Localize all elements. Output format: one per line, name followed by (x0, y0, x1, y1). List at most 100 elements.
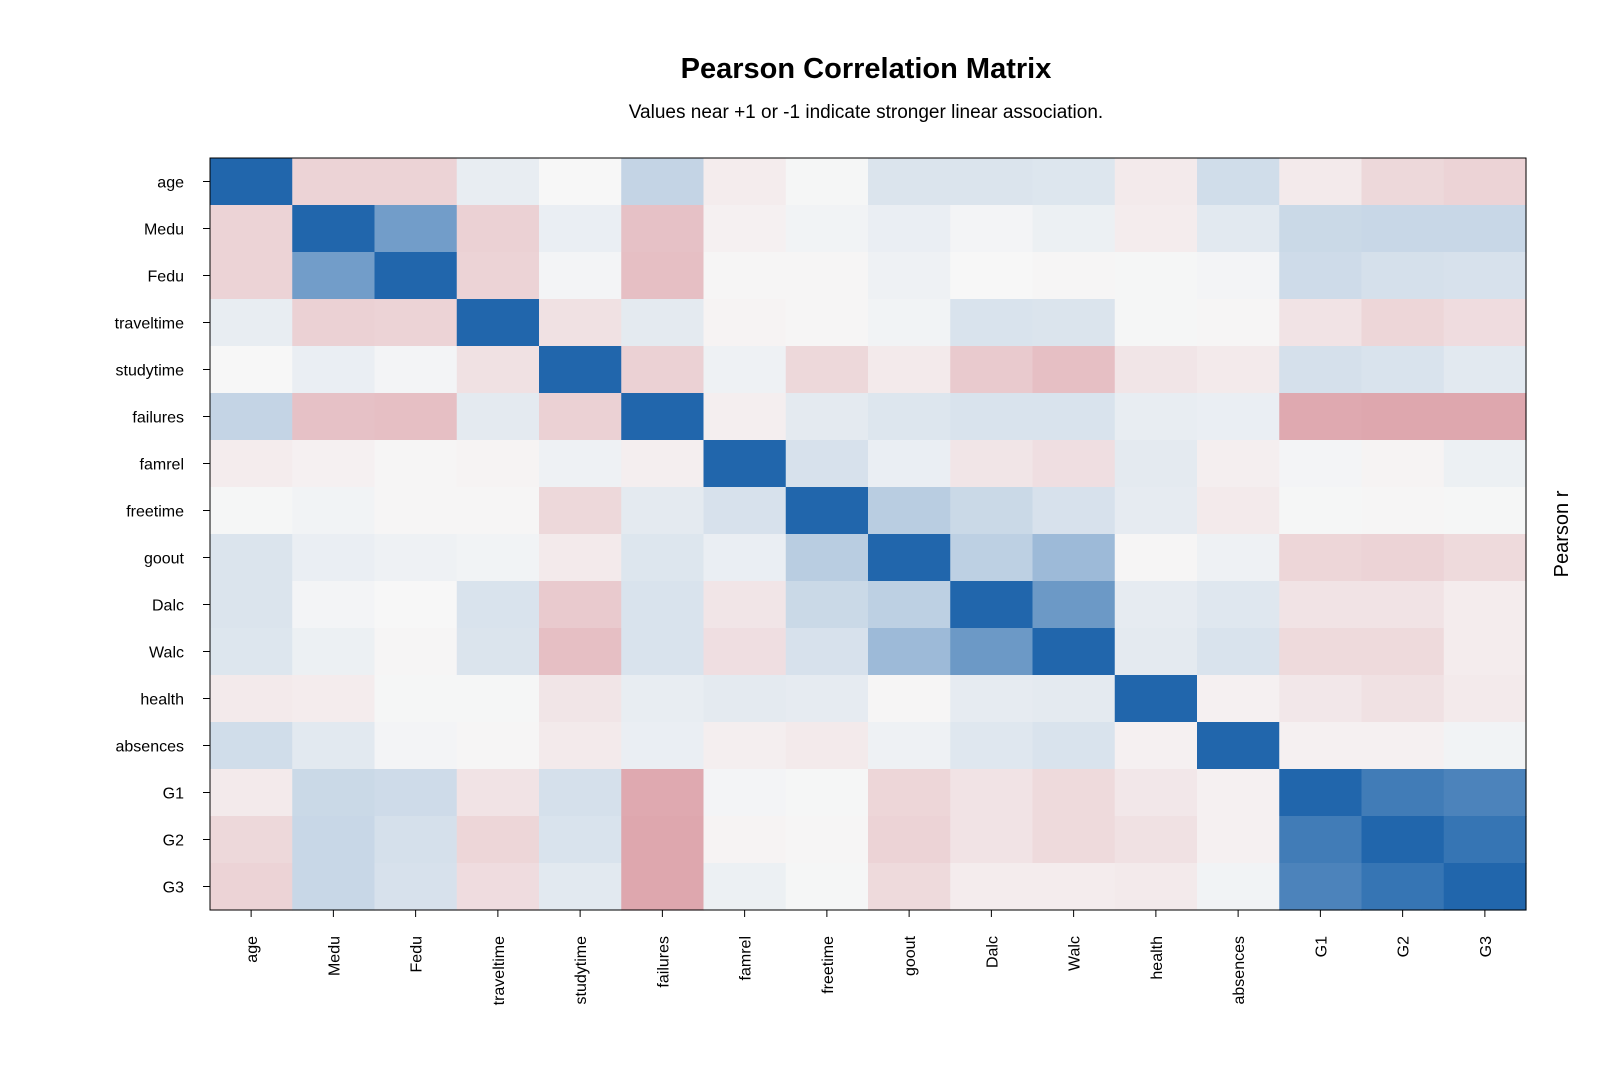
heatmap-cell (868, 393, 951, 441)
heatmap-cell (703, 534, 787, 582)
heatmap-cell (785, 346, 869, 394)
heatmap-cell (1361, 252, 1445, 300)
heatmap-cell (950, 769, 1034, 817)
heatmap-cell (1114, 205, 1198, 253)
heatmap-cell (1032, 534, 1116, 582)
heatmap-cell (1032, 722, 1116, 770)
heatmap-cell (785, 675, 869, 723)
heatmap-cell (1279, 581, 1363, 629)
heatmap-cell (703, 628, 787, 676)
heatmap-cell (785, 581, 869, 629)
heatmap-cell (1279, 393, 1363, 441)
y-tick-label: age (157, 175, 184, 192)
heatmap-cell (785, 534, 869, 582)
x-tick-label: famrel (738, 936, 755, 980)
heatmap-cell (1197, 628, 1280, 676)
x-tick-label: traveltime (491, 936, 508, 1005)
y-axis: age Medu Fedu traveltime studytime failures fa… (115, 175, 210, 897)
heatmap-cell (1279, 487, 1363, 535)
x-tick-label: goout (902, 935, 919, 976)
heatmap-cell (292, 722, 376, 770)
heatmap-cell (1114, 863, 1198, 911)
x-tick-label: Fedu (409, 936, 426, 972)
heatmap-cell (703, 252, 787, 300)
heatmap-cell (703, 816, 787, 864)
y-tick-label: absences (116, 739, 185, 756)
y-tick-label: Medu (144, 222, 184, 239)
heatmap-cell (621, 722, 705, 770)
heatmap-cell (1197, 769, 1280, 817)
heatmap-cell (1361, 440, 1445, 488)
heatmap-cell (868, 581, 951, 629)
chart-subtitle: Values near +1 or -1 indicate stronger l… (629, 102, 1103, 123)
heatmap-cell (210, 252, 293, 300)
y-tick-label: G3 (163, 880, 184, 897)
heatmap-cell (539, 722, 622, 770)
heatmap-cell (950, 440, 1034, 488)
x-tick-label: freetime (820, 936, 837, 994)
heatmap-cell (539, 205, 622, 253)
heatmap-cell (1032, 252, 1116, 300)
heatmap-cell (1032, 816, 1116, 864)
x-tick-label: G2 (1396, 936, 1413, 957)
heatmap-cell (1197, 581, 1280, 629)
heatmap-cell (1032, 393, 1116, 441)
heatmap-cell (868, 534, 951, 582)
heatmap-cell (868, 299, 951, 347)
heatmap-cell (292, 534, 376, 582)
heatmap-cell (703, 440, 787, 488)
x-tick-label: G1 (1313, 936, 1330, 957)
heatmap-cell (1114, 628, 1198, 676)
heatmap-cell (950, 205, 1034, 253)
x-tick-label: G3 (1478, 936, 1495, 957)
heatmap-cell (456, 487, 540, 535)
heatmap-cell (868, 487, 951, 535)
y-tick-label: G1 (163, 786, 184, 803)
x-tick-label: health (1149, 936, 1166, 980)
heatmap-cell (374, 346, 458, 394)
heatmap-cell (868, 816, 951, 864)
heatmap-cell (292, 816, 376, 864)
heatmap-cell (1032, 299, 1116, 347)
heatmap-cell (210, 675, 293, 723)
heatmap-cell (1361, 393, 1445, 441)
heatmap-cell (539, 816, 622, 864)
heatmap-cell (1114, 299, 1198, 347)
heatmap-cell (374, 299, 458, 347)
x-tick-label: studytime (573, 936, 590, 1005)
heatmap-cell (456, 863, 540, 911)
heatmap-cell (1279, 769, 1363, 817)
heatmap-cell (1361, 816, 1445, 864)
heatmap-cell (950, 581, 1034, 629)
plot-frame (209, 157, 1527, 911)
heatmap-cell (1114, 393, 1198, 441)
heatmap-cell (950, 675, 1034, 723)
heatmap-cell (621, 393, 705, 441)
heatmap-cell (950, 252, 1034, 300)
heatmap-cell (456, 299, 540, 347)
heatmap-cell (1197, 346, 1280, 394)
heatmap-cell (950, 487, 1034, 535)
x-tick-label: Dalc (984, 936, 1001, 968)
heatmap-cell (1114, 534, 1198, 582)
heatmap-cell (1114, 722, 1198, 770)
heatmap-cell (1361, 863, 1445, 911)
heatmap-cell (868, 628, 951, 676)
heatmap-cell (1361, 299, 1445, 347)
heatmap-cell (703, 675, 787, 723)
heatmap-cell (1032, 769, 1116, 817)
y-tick-label: studytime (116, 363, 185, 380)
heatmap-cell (456, 252, 540, 300)
heatmap-cell (868, 252, 951, 300)
heatmap-cell (1279, 252, 1363, 300)
y-tick-label: freetime (126, 504, 184, 521)
heatmap-cell (868, 440, 951, 488)
heatmap-cell (374, 440, 458, 488)
heatmap-cell (292, 769, 376, 817)
heatmap-cell (374, 722, 458, 770)
heatmap-cell (1279, 299, 1363, 347)
heatmap-cell (210, 346, 293, 394)
x-axis: age Medu Fedu traveltime studytime failures fa… (244, 910, 1495, 1005)
heatmap-cell (1443, 581, 1527, 629)
heatmap-cell (703, 346, 787, 394)
